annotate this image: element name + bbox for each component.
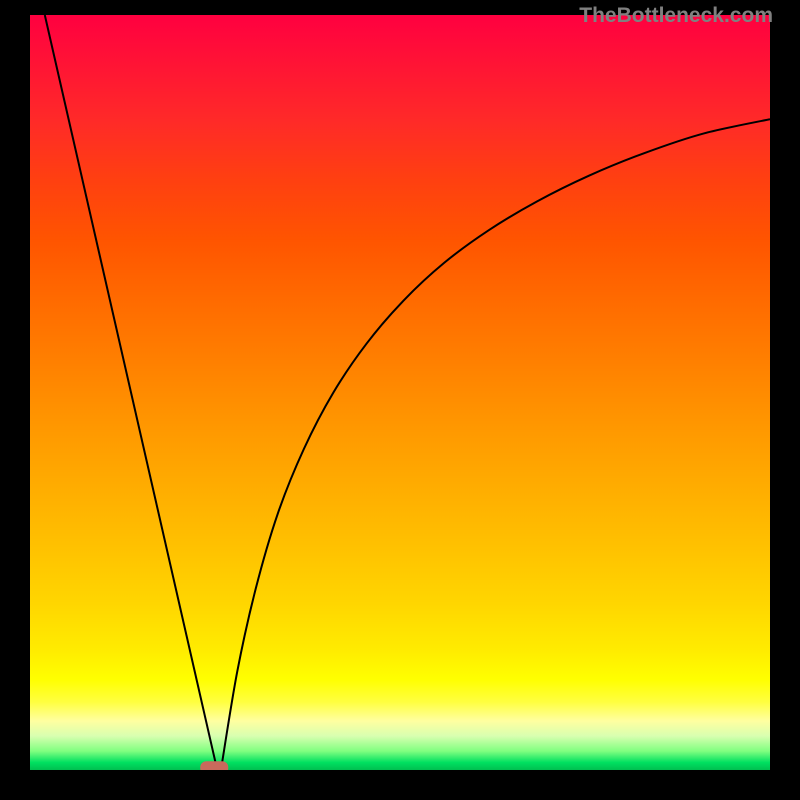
gradient-background bbox=[30, 15, 770, 770]
plot-svg bbox=[30, 15, 770, 770]
plot-area bbox=[30, 15, 770, 770]
watermark-text: TheBottleneck.com bbox=[579, 4, 773, 28]
chart-container: TheBottleneck.com bbox=[0, 0, 800, 800]
notch-marker bbox=[200, 761, 228, 770]
